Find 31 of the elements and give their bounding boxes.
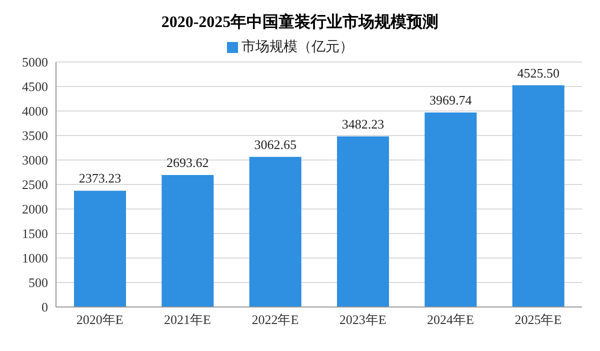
x-tick-label: 2022年E xyxy=(252,312,299,328)
bar xyxy=(424,112,477,307)
y-tick-label: 0 xyxy=(42,300,48,315)
y-tick-label: 1000 xyxy=(22,250,48,266)
y-tick-label: 500 xyxy=(28,275,48,290)
data-label: 3969.74 xyxy=(430,92,472,108)
x-tick-label: 2025年E xyxy=(514,312,562,328)
y-tick-label: 4000 xyxy=(22,104,48,119)
bar xyxy=(249,156,302,307)
data-label: 2373.23 xyxy=(78,170,122,186)
x-tick-label: 2021年E xyxy=(164,312,212,328)
data-label: 4525.50 xyxy=(517,65,560,80)
y-tick-label: 5000 xyxy=(22,54,48,70)
data-label: 3062.65 xyxy=(254,136,296,152)
x-tick-label: 2024年E xyxy=(427,312,474,328)
y-tick-label: 3000 xyxy=(22,152,48,168)
x-tick-label: 2023年E xyxy=(339,312,386,328)
chart-title: 2020-2025年中国童装行业市场规模预测 xyxy=(160,12,440,33)
bar xyxy=(74,190,126,307)
bar xyxy=(162,175,214,307)
x-tick-label: 2020年E xyxy=(76,312,124,328)
legend-label: 市场规模（亿元） xyxy=(242,40,354,55)
y-tick-label: 4500 xyxy=(22,79,48,94)
bar xyxy=(337,136,389,307)
data-label: 2693.62 xyxy=(166,155,209,170)
data-label: 3482.23 xyxy=(342,116,384,132)
y-tick-label: 1500 xyxy=(22,226,48,242)
bar xyxy=(512,85,564,307)
y-tick-label: 2500 xyxy=(22,177,48,192)
y-tick-label: 3500 xyxy=(22,128,48,144)
y-tick-label: 2000 xyxy=(22,202,48,217)
